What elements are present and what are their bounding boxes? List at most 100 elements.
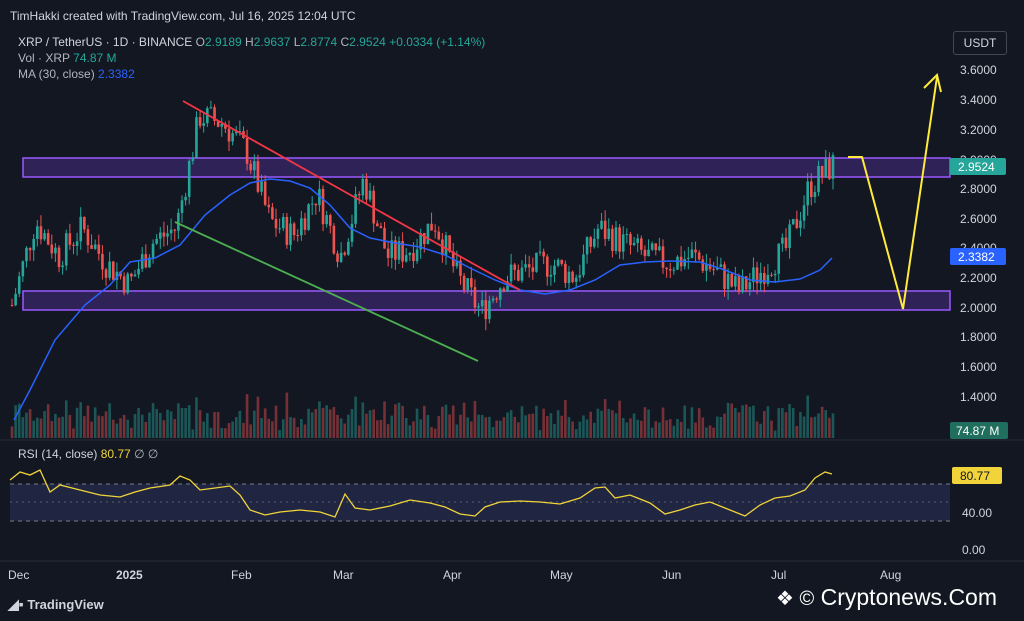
volume-bar: [397, 402, 401, 438]
volume-bar: [712, 427, 715, 438]
volume-bar: [281, 419, 285, 438]
volume-bar: [289, 417, 292, 438]
candle-body: [578, 275, 582, 278]
volume-bar: [535, 405, 538, 438]
volume-bar: [347, 414, 350, 438]
x-tick-label: Jun: [662, 568, 681, 582]
volume-bar: [824, 410, 828, 438]
chart-header-title: TimHakki created with TradingView.com, J…: [10, 9, 356, 23]
volume-bar: [419, 419, 422, 438]
candle-body: [813, 192, 817, 198]
candle-body: [256, 161, 260, 192]
volume-bar: [253, 410, 256, 438]
candle-body: [817, 165, 820, 193]
y-tick-label: 3.4000: [960, 93, 997, 107]
volume-bar: [603, 399, 607, 438]
candle-body: [300, 218, 303, 236]
volume-bar: [227, 423, 231, 438]
x-tick-label: Mar: [333, 568, 354, 582]
volume-bar: [444, 404, 448, 438]
volume-bar: [198, 410, 202, 438]
candle-body: [618, 227, 621, 252]
volume-bar: [737, 412, 741, 438]
volume-bar: [773, 430, 777, 438]
volume-bar: [723, 413, 726, 438]
candle-body: [480, 300, 484, 307]
tradingview-logo[interactable]: ◢▪ TradingView: [8, 596, 104, 613]
symbol-name[interactable]: XRP / TetherUS · 1D · BINANCE: [18, 35, 193, 49]
candle-body: [701, 259, 705, 271]
candle-body: [509, 264, 513, 282]
volume-bar: [383, 401, 386, 438]
candle-body: [676, 256, 679, 270]
volume-bar: [339, 418, 343, 438]
volume-bar: [571, 421, 574, 438]
close-label: C: [340, 35, 350, 49]
volume-bar: [755, 421, 759, 438]
candle-body: [625, 233, 629, 235]
candle-body: [600, 220, 603, 229]
volume-bar: [278, 430, 281, 438]
high-label: H: [245, 35, 254, 49]
candle-body: [339, 252, 343, 262]
candle-body: [357, 194, 361, 196]
volume-bar: [318, 401, 321, 438]
volume-bar: [415, 408, 419, 438]
volume-bar: [683, 405, 687, 438]
volume-bar: [390, 415, 394, 438]
rsi-label[interactable]: RSI (14, close): [18, 447, 98, 461]
volume-bar: [220, 427, 224, 438]
volume-bar: [668, 419, 672, 438]
x-tick-label: Apr: [443, 568, 462, 582]
candle-body: [809, 181, 813, 198]
projection-path[interactable]: [848, 76, 938, 310]
candle-body: [354, 194, 357, 224]
candle-body: [564, 263, 567, 283]
resistance-trendline[interactable]: [182, 100, 521, 291]
volume-bar: [166, 409, 169, 438]
candle-body: [93, 244, 97, 249]
candle-body: [517, 269, 520, 281]
candle-body: [86, 229, 90, 246]
volume-bar: [206, 413, 209, 438]
volume-bar: [68, 414, 72, 438]
ma-label[interactable]: MA (30, close): [18, 67, 95, 81]
candle-body: [64, 233, 68, 266]
volume-bar: [137, 407, 140, 438]
candle-body: [687, 257, 690, 259]
candle-body: [752, 267, 755, 283]
candle-body: [788, 224, 791, 248]
currency-button[interactable]: USDT: [953, 31, 1007, 55]
volume-bar: [394, 404, 397, 438]
candle-body: [321, 188, 325, 225]
candle-body: [191, 157, 195, 161]
candle-body: [397, 241, 401, 260]
candle-body: [799, 220, 802, 228]
candle-body: [661, 246, 665, 268]
volume-bar: [694, 422, 697, 438]
candle-body: [542, 251, 545, 257]
support-trendline[interactable]: [174, 221, 479, 362]
candle-body: [408, 252, 412, 256]
candle-body: [582, 254, 585, 276]
volume-bar: [300, 418, 303, 438]
candle-body: [328, 215, 332, 226]
candle-body: [234, 131, 238, 134]
volume-bar: [640, 420, 643, 438]
volume-bar: [224, 428, 227, 438]
candle-body: [459, 260, 462, 276]
candle-body: [668, 269, 672, 271]
candle-body: [126, 273, 130, 293]
volume-bar: [777, 408, 781, 438]
volume-bar: [46, 404, 50, 438]
candle-body: [155, 238, 158, 244]
volume-bar: [64, 400, 68, 438]
volume-bar: [495, 420, 498, 438]
volume-label[interactable]: Vol · XRP: [18, 51, 70, 65]
candle-body: [72, 244, 75, 246]
volume-bar: [231, 421, 234, 438]
candle-body: [68, 233, 72, 245]
candle-body: [621, 234, 625, 252]
candle-body: [473, 287, 477, 308]
